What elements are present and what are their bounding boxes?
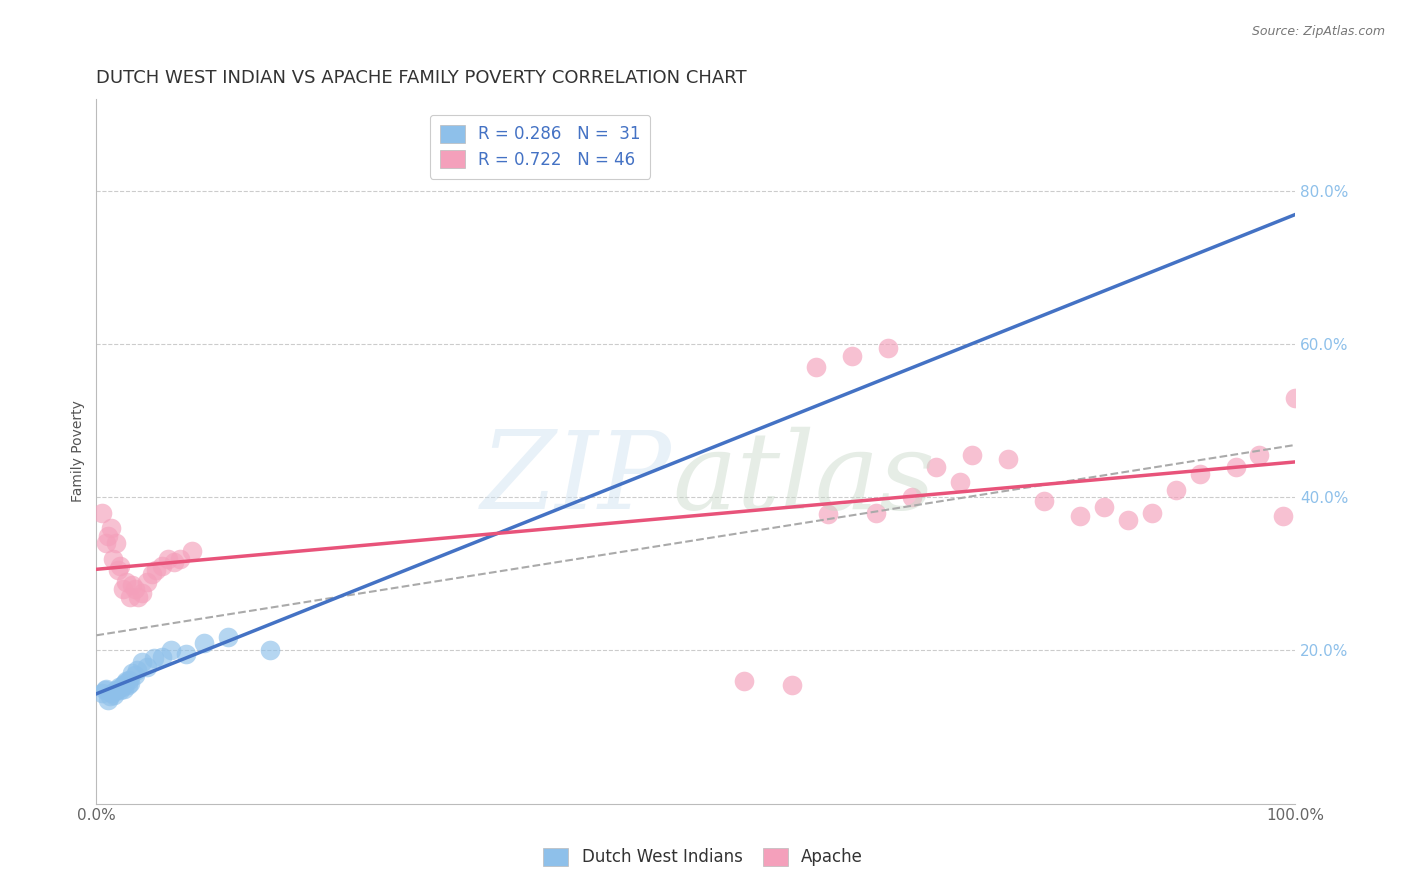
Point (960, 448, 983, 462)
Point (131, 586, 153, 600)
Point (118, 675, 141, 690)
Point (1188, 467, 1211, 482)
Point (181, 544, 204, 558)
Point (98, 690, 121, 704)
Point (949, 475, 972, 489)
Point (1164, 483, 1187, 497)
Point (1272, 509, 1295, 524)
Point (127, 663, 149, 677)
Point (115, 674, 138, 689)
Point (101, 551, 124, 566)
Point (1284, 391, 1306, 405)
Point (150, 559, 173, 574)
Point (97, 693, 120, 707)
Text: DUTCH WEST INDIAN VS APACHE FAMILY POVERTY CORRELATION CHART: DUTCH WEST INDIAN VS APACHE FAMILY POVER… (97, 69, 747, 87)
Point (124, 668, 146, 682)
Point (91, 506, 114, 520)
Point (157, 551, 180, 566)
Point (141, 566, 163, 581)
Point (101, 685, 124, 699)
Point (159, 643, 181, 657)
Point (114, 675, 136, 690)
Point (1249, 448, 1271, 462)
Point (145, 563, 167, 577)
Y-axis label: Family Poverty: Family Poverty (72, 401, 86, 502)
Text: Source: ZipAtlas.com: Source: ZipAtlas.com (1251, 25, 1385, 38)
Point (110, 683, 132, 698)
Point (135, 574, 157, 589)
Point (111, 582, 134, 597)
Point (121, 666, 143, 681)
Point (97, 528, 120, 542)
Point (997, 452, 1019, 467)
Point (112, 681, 135, 696)
Point (91, 685, 114, 699)
Point (925, 459, 948, 474)
Point (104, 536, 127, 550)
Point (804, 360, 827, 375)
Point (193, 636, 215, 650)
Point (110, 559, 132, 574)
Point (115, 574, 138, 589)
Point (163, 556, 186, 570)
Point (110, 680, 132, 694)
Point (780, 678, 803, 692)
Legend: R = 0.286   N =  31, R = 0.722   N = 46: R = 0.286 N = 31, R = 0.722 N = 46 (430, 114, 651, 178)
Text: atlas: atlas (672, 427, 935, 533)
Point (93, 683, 115, 698)
Point (900, 491, 922, 505)
Point (733, 674, 755, 689)
Point (121, 578, 143, 592)
Point (107, 563, 129, 577)
Text: ZIP: ZIP (481, 427, 672, 533)
Point (150, 649, 173, 664)
Point (865, 506, 887, 520)
Point (104, 683, 127, 698)
Point (108, 680, 131, 694)
Point (94, 536, 117, 550)
Point (1116, 513, 1139, 527)
Point (107, 681, 129, 696)
Legend: Dutch West Indians, Apache: Dutch West Indians, Apache (537, 841, 869, 873)
Point (1140, 506, 1163, 520)
Point (169, 551, 191, 566)
Point (100, 521, 122, 535)
Point (1032, 494, 1054, 508)
Point (117, 678, 139, 692)
Point (142, 651, 165, 665)
Point (135, 660, 157, 674)
Point (1225, 459, 1247, 474)
Point (131, 655, 153, 669)
Point (876, 341, 898, 355)
Point (103, 688, 125, 702)
Point (94, 681, 117, 696)
Point (1092, 500, 1115, 514)
Point (217, 630, 239, 644)
Point (817, 507, 839, 521)
Point (1069, 509, 1091, 524)
Point (118, 673, 141, 687)
Point (111, 678, 134, 692)
Point (259, 643, 281, 657)
Point (124, 582, 146, 597)
Point (174, 648, 197, 662)
Point (118, 590, 141, 604)
Point (841, 349, 863, 363)
Point (127, 590, 149, 604)
